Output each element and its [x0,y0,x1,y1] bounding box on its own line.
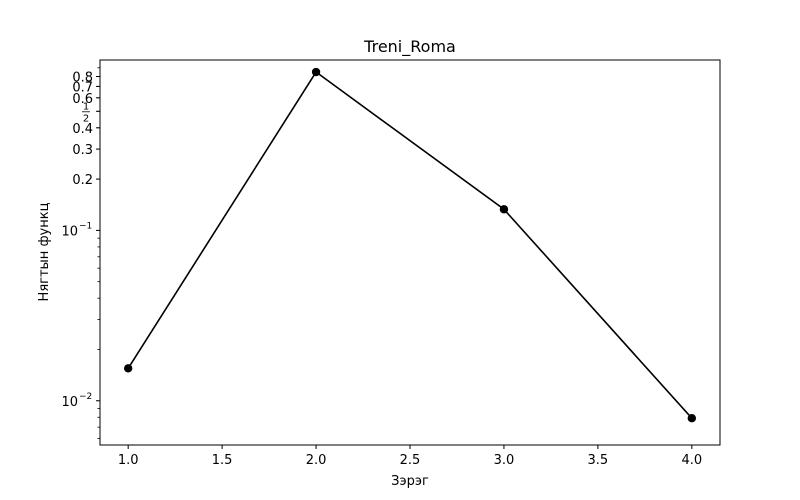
x-tick-label: 1.5 [212,453,233,468]
chart-title: Treni_Roma [363,37,456,57]
x-tick-label: 2.5 [400,453,421,468]
y-tick-exponent: −2 [79,392,92,402]
y-tick-numerator: 1 [83,101,89,112]
data-point [499,205,509,214]
x-tick-label: 3.5 [588,453,609,468]
y-tick-label: 10 [61,224,78,239]
x-axis-label: Зэрэг [391,474,429,489]
y-tick-label-fraction: 12 [82,101,90,124]
x-tick-label: 3.0 [494,453,515,468]
x-tick-label: 4.0 [681,453,702,468]
series-layer [123,67,697,423]
y-tick-label: 0.3 [72,143,93,158]
y-tick-denominator: 2 [83,113,89,124]
data-point [311,67,321,77]
plot-frame [99,59,721,446]
y-tick-label: 0.8 [72,71,93,86]
data-point [123,364,133,373]
y-tick-label: 0.7 [72,80,93,95]
series-line [127,70,693,419]
y-tick-label: 0.4 [72,122,93,137]
y-tick-exponent: −1 [79,221,92,231]
x-tick-label: 1.0 [118,453,139,468]
y-axis-label: Нягтын функц [37,202,52,301]
data-point [687,414,697,423]
y-tick-label: 0.6 [72,92,93,107]
y-tick-label: 10 [61,395,78,410]
x-tick-label: 2.0 [306,453,327,468]
y-tick-label: 0.2 [72,173,93,188]
tick-layer: 1.0 1.5 2.0 2.5 3.0 3.5 4.010 −210 −10.20.30.412… [61,67,702,468]
